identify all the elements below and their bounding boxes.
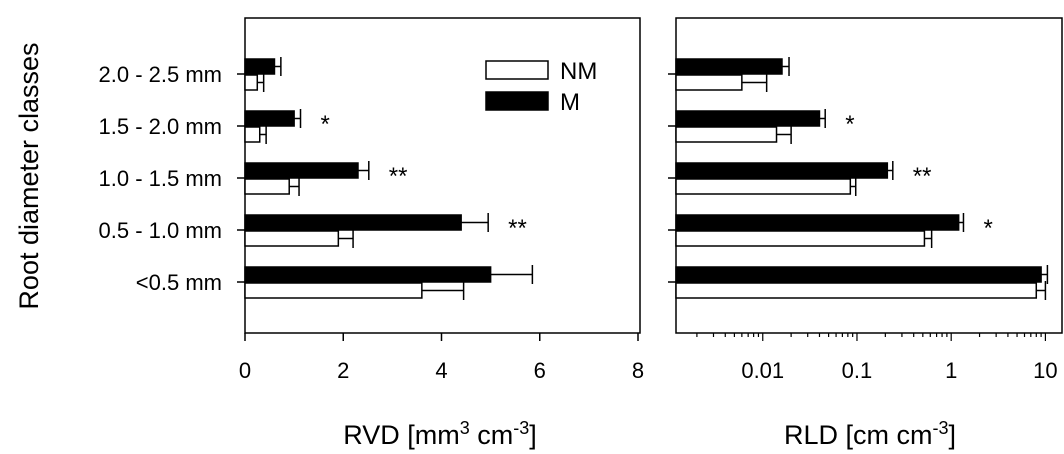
y-category-label: 1.0 - 1.5 mm — [99, 166, 222, 191]
rld-x-tick-label: 1 — [945, 358, 957, 383]
rld-bar-m — [675, 266, 1042, 283]
rvd-bar-nm — [244, 282, 423, 299]
rld-bar-nm — [675, 178, 852, 195]
rvd-bar-m — [244, 58, 276, 75]
y-category-label: 2.0 - 2.5 mm — [99, 62, 222, 87]
rld-bar-nm — [675, 74, 743, 91]
rld-x-tick-label: 10 — [1033, 358, 1057, 383]
rld-panel: 0.01 0.1 1 10**** RLD [cm cm-3] — [668, 17, 1063, 450]
rld-significance-label: * — [983, 215, 992, 242]
rld-bar-m — [675, 110, 821, 127]
rld-bar-m — [675, 214, 960, 231]
rld-marks: 0.01 0.1 1 10**** — [668, 57, 1058, 383]
legend-label-m: M — [560, 89, 580, 116]
rvd-bar-nm — [244, 126, 261, 143]
rvd-panel: 0 2 4 6 8 2.0 - 2.5 mm 1.5 - 2.0 mm 1.0 - 1.5 m… — [99, 17, 644, 450]
rld-bar-nm — [675, 282, 1038, 299]
rvd-significance-label: * — [321, 111, 330, 138]
rld-significance-label: ** — [913, 163, 932, 190]
legend-swatch-nm — [485, 60, 549, 80]
rld-bar-nm — [675, 126, 778, 143]
y-axis-title: Root diameter classes — [14, 42, 44, 309]
rld-bar-m — [675, 162, 889, 179]
rvd-bar-m — [244, 214, 462, 231]
y-category-label: 1.5 - 2.0 mm — [99, 114, 222, 139]
rvd-bar-m — [244, 266, 492, 283]
rvd-x-tick-label: 8 — [632, 358, 644, 383]
rvd-marks: 0 2 4 6 8 2.0 - 2.5 mm 1.5 - 2.0 mm 1.0 - 1.5 m… — [99, 57, 644, 383]
legend: NM M — [485, 58, 597, 116]
y-category-label: <0.5 mm — [136, 270, 222, 295]
y-category-label: 0.5 - 1.0 mm — [99, 218, 222, 243]
legend-label-nm: NM — [560, 58, 597, 85]
legend-swatch-m — [485, 91, 549, 111]
rld-significance-label: * — [845, 111, 854, 138]
rvd-significance-label: ** — [508, 215, 527, 242]
rvd-bar-m — [244, 110, 295, 127]
rld-bar-nm — [675, 230, 926, 247]
rld-bar-m — [675, 58, 783, 75]
rvd-bar-nm — [244, 178, 290, 195]
rvd-significance-label: ** — [389, 163, 408, 190]
rld-x-tick-label: 0.1 — [842, 358, 873, 383]
rvd-bar-nm — [244, 74, 259, 91]
rvd-x-tick-label: 2 — [337, 358, 349, 383]
rld-x-axis-title: RLD [cm cm-3] — [784, 418, 956, 450]
rvd-bar-nm — [244, 230, 340, 247]
rvd-x-tick-label: 6 — [534, 358, 546, 383]
rvd-x-tick-label: 4 — [435, 358, 447, 383]
rld-x-tick-label: 0.01 — [741, 358, 784, 383]
rvd-x-tick-label: 0 — [239, 358, 251, 383]
rvd-bar-m — [244, 162, 359, 179]
rvd-x-axis-title: RVD [mm3 cm-3] — [343, 418, 537, 450]
